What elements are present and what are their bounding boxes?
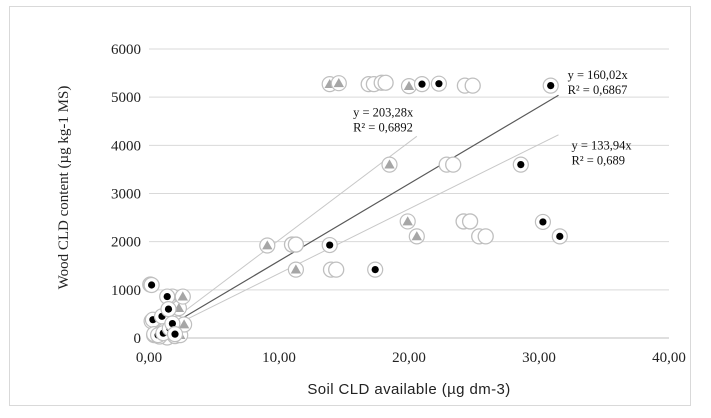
x-axis-title: Soil CLD available (µg dm-3) xyxy=(307,381,510,398)
trendline-0 xyxy=(155,135,418,334)
data-point-triangle xyxy=(330,75,347,92)
data-point-filled-circle xyxy=(413,76,431,93)
y-tick-label: 4000 xyxy=(111,138,141,154)
trendline-1 xyxy=(155,134,559,336)
data-point-triangle xyxy=(259,237,276,254)
data-point-filled-circle xyxy=(551,228,568,245)
data-point-filled-circle xyxy=(367,261,384,278)
y-tick-label: 6000 xyxy=(111,42,141,58)
x-tick-label: 20,00 xyxy=(392,350,426,366)
grid-lines xyxy=(149,48,669,291)
data-point-open-circle xyxy=(445,156,462,173)
data-point-triangle xyxy=(287,261,304,278)
data-point-filled-circle xyxy=(166,326,184,343)
tick-labels: 0 1000 2000 3000 4000 5000 6000 0,00 10,00 20,00 3… xyxy=(111,42,686,366)
equation-label: y = 133,94x xyxy=(572,139,633,153)
x-tick-label: 40,00 xyxy=(652,350,686,366)
data-point-filled-circle xyxy=(143,276,160,294)
data-point-triangle xyxy=(408,228,425,245)
data-point-filled-circle xyxy=(321,236,338,254)
data-point-triangle xyxy=(399,213,416,230)
data-point-triangle xyxy=(381,156,398,173)
x-tick-label: 0,00 xyxy=(136,350,162,366)
data-point-open-circle xyxy=(461,213,479,230)
r-squared-label: R² = 0,6892 xyxy=(353,120,413,134)
equation-label: y = 160,02x xyxy=(568,68,629,82)
data-point-filled-circle xyxy=(430,75,447,92)
data-point-open-circle xyxy=(377,74,394,91)
chart-frame: 0 1000 2000 3000 4000 5000 6000 0,00 10,00 20,00 3… xyxy=(9,6,691,406)
y-axis-title: Wood CLD content (µg kg-1 MS) xyxy=(56,86,72,290)
data-point-filled-circle xyxy=(534,213,552,231)
y-tick-label: 2000 xyxy=(111,235,141,251)
y-tick-label: 1000 xyxy=(111,283,141,299)
data-point-filled-circle xyxy=(159,288,176,305)
data-point-open-circle xyxy=(287,236,305,253)
r-squared-label: R² = 0,689 xyxy=(572,154,626,168)
trendlines xyxy=(155,94,559,336)
data-points xyxy=(142,74,568,346)
x-tick-label: 10,00 xyxy=(262,350,296,366)
data-point-filled-circle xyxy=(542,77,559,94)
y-tick-label: 5000 xyxy=(111,90,141,106)
y-tick-label: 0 xyxy=(134,331,142,347)
data-point-filled-circle xyxy=(512,156,529,173)
trendline-2 xyxy=(155,94,559,335)
scatter-plot: 0 1000 2000 3000 4000 5000 6000 0,00 10,00 20,00 3… xyxy=(56,42,686,398)
equation-label: y = 203,28x xyxy=(353,105,414,119)
data-point-filled-circle xyxy=(160,301,177,318)
y-tick-label: 3000 xyxy=(111,187,141,203)
r-squared-label: R² = 0,6867 xyxy=(568,83,628,97)
x-tick-label: 30,00 xyxy=(522,350,556,366)
data-point-open-circle xyxy=(464,77,481,94)
data-point-triangle xyxy=(174,288,191,305)
data-point-open-circle xyxy=(477,228,494,245)
data-point-open-circle xyxy=(328,261,345,278)
